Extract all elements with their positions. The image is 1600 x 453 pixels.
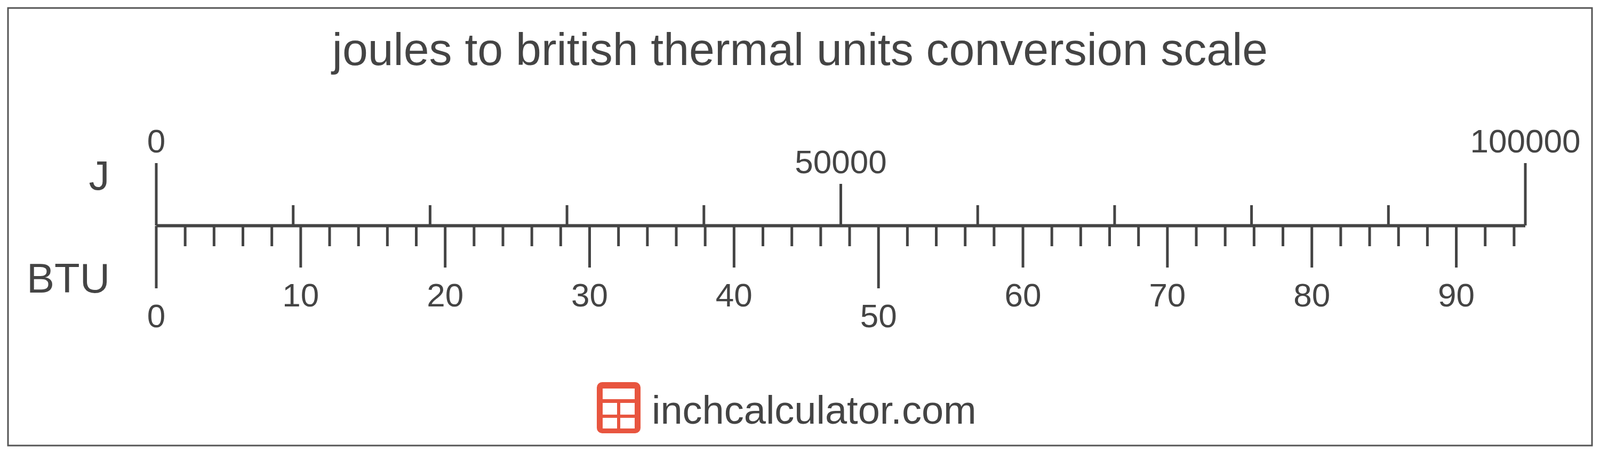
svg-text:0: 0 bbox=[147, 297, 166, 335]
svg-text:50000: 50000 bbox=[794, 143, 887, 181]
svg-text:40: 40 bbox=[715, 276, 753, 314]
svg-text:100000: 100000 bbox=[1470, 122, 1581, 160]
svg-text:0: 0 bbox=[147, 122, 166, 160]
svg-text:inchcalculator.com: inchcalculator.com bbox=[651, 388, 977, 433]
svg-text:90: 90 bbox=[1437, 276, 1475, 314]
svg-text:20: 20 bbox=[426, 276, 464, 314]
svg-text:30: 30 bbox=[571, 276, 608, 314]
svg-text:50: 50 bbox=[860, 297, 898, 335]
svg-text:60: 60 bbox=[1004, 276, 1042, 314]
svg-text:joules to british thermal unit: joules to british thermal units conversi… bbox=[330, 23, 1268, 75]
svg-text:BTU: BTU bbox=[26, 254, 110, 302]
svg-text:70: 70 bbox=[1148, 276, 1186, 314]
svg-text:80: 80 bbox=[1293, 276, 1331, 314]
svg-text:10: 10 bbox=[282, 276, 319, 314]
svg-text:J: J bbox=[89, 152, 110, 199]
